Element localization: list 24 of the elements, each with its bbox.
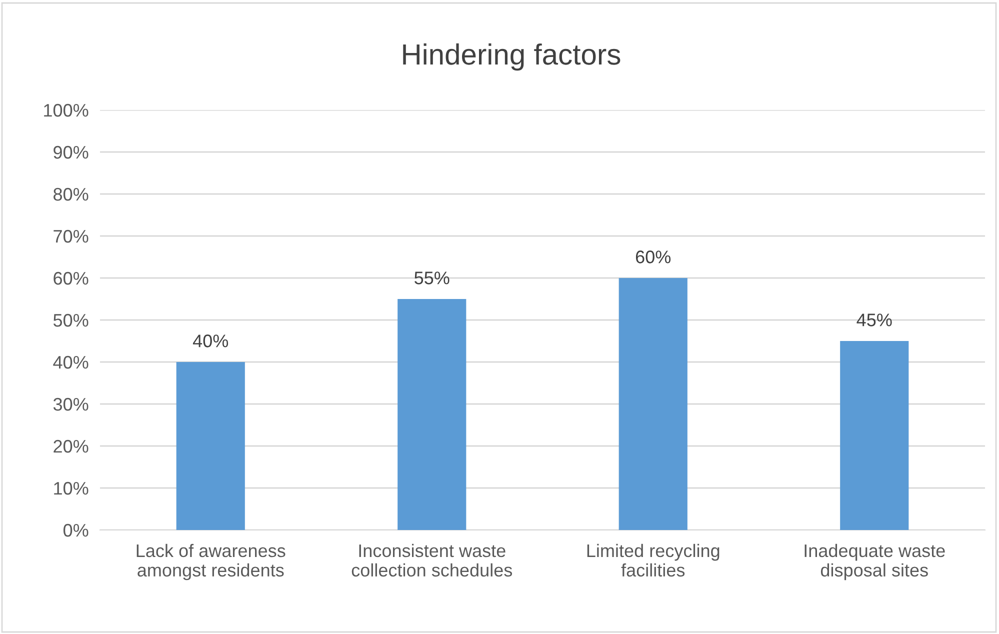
data-label: 55%: [414, 272, 450, 284]
bar: [398, 299, 466, 530]
data-label: 40%: [192, 334, 228, 348]
x-tick-label: Inadequate waste disposal sites: [804, 544, 945, 580]
y-tick-label: 50%: [53, 314, 88, 327]
y-tick-label: 0%: [64, 524, 88, 537]
bar: [618, 278, 688, 530]
chart-title: Hindering factors: [403, 43, 620, 71]
x-tick-label: Inconsistent waste collection schedules: [352, 544, 512, 577]
y-tick-label: 30%: [53, 398, 88, 411]
y-tick-label: 20%: [54, 440, 88, 453]
bar: [840, 341, 909, 530]
y-tick-label: 40%: [53, 356, 88, 369]
y-tick-label: 70%: [54, 230, 88, 243]
x-tick-label: Limited recycling facilities: [587, 544, 720, 577]
y-tick-label: 90%: [54, 146, 88, 159]
data-label: 45%: [856, 314, 892, 326]
data-label: 60%: [636, 250, 671, 264]
y-tick-label: 100%: [44, 104, 88, 117]
y-tick-label: 60%: [54, 272, 88, 285]
bar: [176, 362, 245, 530]
x-tick-label: Lack of awareness amongst residents: [136, 544, 286, 580]
y-tick-label: 80%: [54, 188, 88, 201]
y-tick-label: 10%: [54, 482, 88, 495]
